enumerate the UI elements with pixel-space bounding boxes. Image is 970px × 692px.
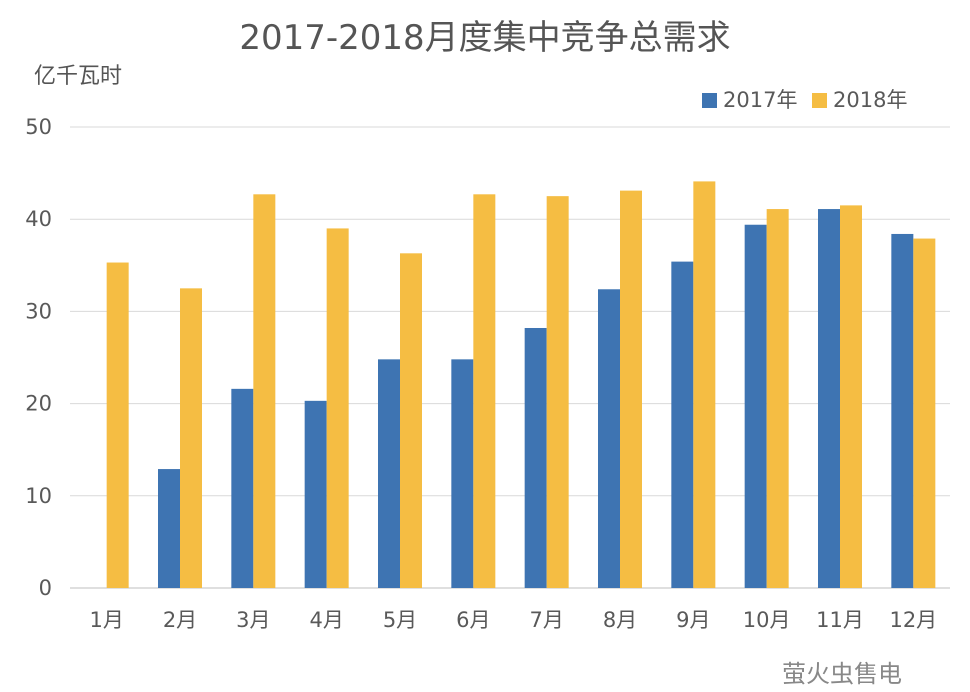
bar (158, 469, 180, 588)
bar (524, 327, 547, 588)
grid-lines (70, 126, 950, 589)
x-tick-label: 12月 (889, 608, 937, 632)
bar (451, 359, 474, 588)
x-tick-label: 3月 (236, 608, 270, 632)
legend-swatch (702, 93, 717, 108)
bar (546, 196, 569, 588)
bar (744, 224, 767, 588)
x-tick-label: 4月 (309, 608, 343, 632)
y-axis-unit-label: 亿千瓦时 (34, 64, 123, 89)
legend: 2017年 2018年 (702, 88, 907, 112)
bars (106, 181, 936, 589)
y-tick-label: 10 (25, 484, 52, 508)
bar (693, 181, 716, 588)
y-tick-label: 40 (25, 207, 52, 231)
bar (818, 209, 840, 589)
bar (304, 400, 327, 588)
bar (620, 190, 642, 589)
bar (671, 261, 694, 588)
chart-title: 2017-2018月度集中竞争总需求 (239, 18, 731, 58)
y-tick-label: 50 (25, 115, 52, 139)
x-tick-label: 10月 (743, 608, 791, 632)
x-tick-label: 6月 (456, 608, 490, 632)
x-tick-label: 8月 (603, 608, 637, 632)
legend-label: 2018年 (833, 88, 907, 112)
x-tick-label: 11月 (816, 608, 864, 632)
bar (891, 233, 914, 588)
bar (378, 359, 400, 588)
x-axis-ticks: 1月 2月 3月 4月 5月 6月 7月 8月 9月 10月 11月 12月 (89, 608, 937, 632)
y-tick-label: 30 (25, 299, 52, 323)
y-tick-label: 20 (25, 392, 52, 416)
bar (473, 194, 496, 588)
x-tick-label: 2月 (163, 608, 197, 632)
bar (253, 194, 276, 588)
y-tick-label: 0 (39, 576, 52, 600)
bar (840, 205, 862, 588)
x-tick-label: 9月 (676, 608, 710, 632)
bar (180, 288, 202, 588)
bar (598, 289, 620, 588)
legend-swatch (812, 93, 827, 108)
bar (231, 388, 254, 588)
x-tick-label: 5月 (383, 608, 417, 632)
x-tick-label: 1月 (89, 608, 123, 632)
bar (326, 228, 349, 589)
bar (913, 238, 936, 588)
bar (766, 209, 789, 589)
x-tick-label: 7月 (529, 608, 563, 632)
watermark-text: 萤火虫售电 (782, 660, 902, 688)
bar (106, 262, 129, 588)
legend-label: 2017年 (723, 88, 797, 112)
y-axis-ticks: 0 10 20 30 40 50 (25, 115, 52, 600)
bar (400, 253, 422, 588)
